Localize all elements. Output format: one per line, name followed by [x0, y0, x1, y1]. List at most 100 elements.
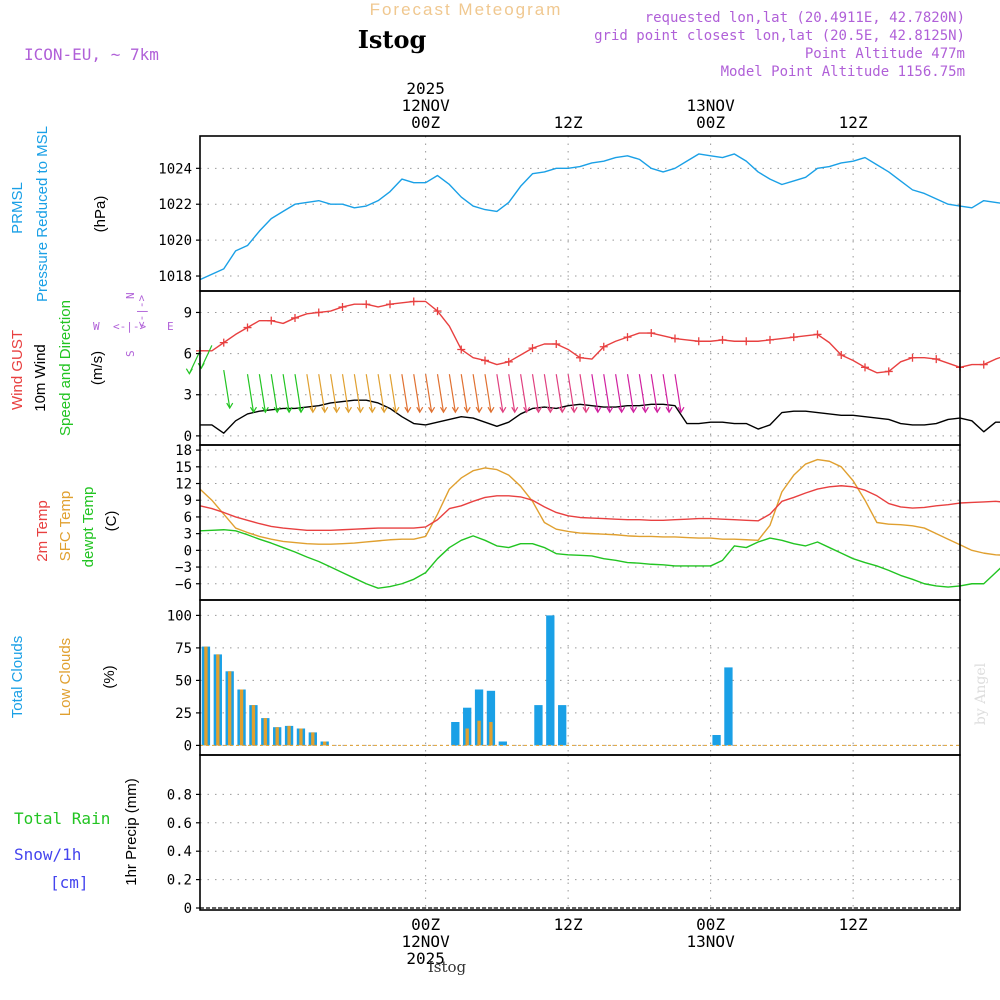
wind-arrow-head — [534, 406, 542, 414]
panel-frame-wind — [199, 290, 961, 446]
y-tick-label-pressure: 1018 — [158, 269, 192, 285]
wind-arrow — [377, 374, 385, 413]
compass-rose: N S W E <-|-> <-|-> — [93, 292, 174, 357]
t2m-line — [199, 485, 1000, 531]
y-tick-label-clouds: 50 — [175, 673, 192, 689]
y-tick-label-pressure: 1022 — [158, 197, 192, 213]
unit-clouds: (%) — [101, 665, 118, 688]
time-label-top: 00Z — [696, 113, 725, 132]
wind-arrow — [413, 374, 421, 413]
gust-marker — [433, 307, 442, 316]
y-tick-label-clouds: 100 — [167, 608, 192, 624]
wind-arrow-head — [249, 406, 257, 414]
y-tick-label-wind: 9 — [184, 305, 192, 321]
wind-arrow-head — [439, 406, 447, 414]
wind-arrow — [425, 374, 433, 413]
wind-arrow — [543, 374, 551, 413]
gust-marker — [409, 297, 418, 306]
time-label-bottom: 13NOV — [687, 932, 736, 951]
y-tick-label-temp: −3 — [175, 560, 192, 576]
low-cloud-bar — [311, 732, 315, 746]
gust-marker — [552, 340, 561, 348]
wind-arrow-head — [475, 406, 483, 414]
point-altitude: Point Altitude 477m — [805, 46, 965, 62]
gust-marker — [766, 335, 774, 344]
low-cloud-bar — [465, 728, 469, 746]
credit: by Angel — [973, 662, 989, 725]
wind-arrow-head — [404, 406, 412, 414]
wind-arrow-head — [463, 406, 471, 414]
wind-arrow — [365, 374, 373, 413]
gust-marker — [291, 313, 299, 322]
low-cloud-bar — [287, 725, 291, 746]
time-label-top: 12NOV — [402, 96, 451, 115]
gust-marker — [671, 334, 679, 343]
wind-arrow-head — [641, 406, 649, 414]
panel-frame-pressure — [199, 135, 961, 292]
wind-arrow — [484, 374, 492, 413]
low-cloud-bar — [251, 705, 256, 746]
y-tick-label-precip: 0.2 — [167, 873, 192, 889]
label-wind-gust: Wind GUST — [9, 330, 26, 410]
low-cloud-bar — [263, 718, 267, 746]
wind-arrow-head — [297, 406, 305, 414]
wind-arrow-head — [523, 406, 531, 414]
gust-marker — [362, 300, 371, 309]
y-tick-label-precip: 0.4 — [167, 844, 192, 860]
wind-arrow — [472, 374, 480, 413]
wind-arrow — [330, 374, 338, 413]
y-tick-label-temp: 6 — [184, 510, 192, 526]
wind-arrow — [294, 374, 302, 413]
wind-arrow-head — [344, 406, 352, 414]
total-cloud-bar — [724, 667, 733, 746]
low-cloud-bar — [228, 671, 232, 746]
axis-labels: 10181020102210240369−6−30369121518025507… — [9, 79, 868, 968]
location-title: Istog — [358, 25, 427, 54]
y-tick-label-temp: 18 — [175, 443, 192, 459]
time-label-top: 13NOV — [687, 96, 736, 115]
wind-arrow — [531, 374, 540, 413]
wind-arrow — [603, 374, 611, 413]
gust-marker — [813, 330, 822, 339]
gust-marker — [504, 357, 513, 366]
gust-marker — [457, 345, 466, 354]
low-cloud-bar — [489, 722, 493, 746]
compass-s: S — [124, 350, 137, 357]
gust-line — [200, 300, 1000, 374]
compass-e: E — [167, 320, 174, 333]
wind-arrow-head — [570, 406, 578, 414]
total-cloud-bar — [546, 615, 555, 746]
gust-marker — [338, 302, 347, 311]
gust-marker — [267, 316, 276, 325]
wind-arrow-head — [285, 406, 293, 414]
wind-arrow — [448, 374, 456, 413]
wind-arrow-head — [582, 406, 590, 414]
y-tick-label-temp: 15 — [175, 460, 192, 476]
compass-n: N — [124, 292, 137, 299]
wind-arrow-head — [333, 406, 341, 414]
wind-arrow — [508, 374, 516, 413]
unit-temp: (C) — [103, 511, 120, 532]
grid-coords: grid point closest lon,lat (20.5E, 42.81… — [594, 28, 965, 44]
gust-marker — [219, 338, 228, 347]
compass-arrows: <-|-> — [113, 320, 146, 333]
gust-marker — [528, 344, 537, 353]
panel-frames — [199, 135, 961, 911]
gust-marker — [576, 353, 584, 362]
wind-arrow-head — [197, 362, 205, 370]
wind-arrow-head — [451, 406, 459, 414]
wind-arrow — [460, 374, 468, 413]
y-tick-label-temp: 9 — [184, 493, 192, 509]
wind-arrow-head — [380, 406, 388, 414]
label-snow-unit: [cm] — [50, 873, 89, 892]
time-label-top: 12Z — [554, 113, 583, 132]
wind-arrow-head — [558, 406, 566, 414]
gust-marker — [789, 333, 798, 342]
wind-arrow-head — [321, 406, 329, 414]
low-cloud-bar — [477, 720, 481, 746]
header: Forecast Meteogram Istog ICON-EU, ~ 7km … — [24, 0, 965, 80]
unit-precip: 1hr Precip (mm) — [123, 778, 140, 886]
label-10m-wind: 10m Wind — [32, 344, 49, 412]
gust-marker — [647, 329, 656, 338]
wind-arrow-head — [309, 406, 317, 414]
